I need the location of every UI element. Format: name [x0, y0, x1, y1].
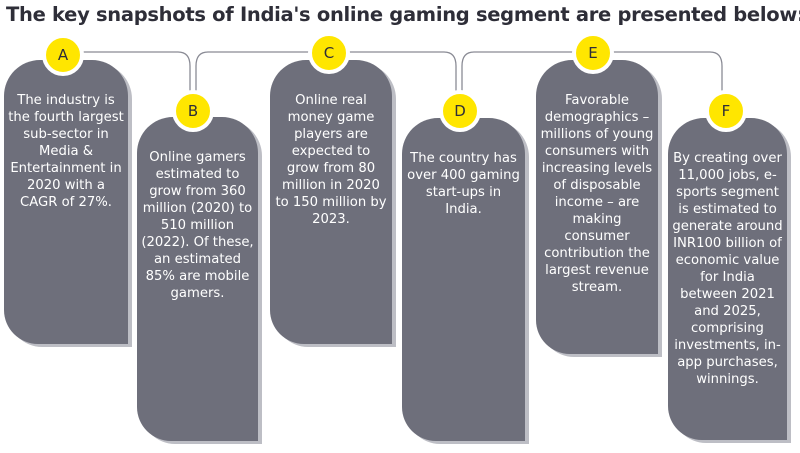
connector-d-e — [461, 51, 576, 92]
badge-f: F — [705, 90, 747, 132]
connector-b-c — [195, 51, 312, 92]
card-c: Online real money game players are expec… — [270, 60, 392, 344]
card-e: Favorable demographics – millions of you… — [536, 60, 658, 354]
card-c-text: Online real money game players are expec… — [275, 93, 387, 227]
card-d-text: The country has over 400 gaming start-up… — [407, 151, 520, 217]
badge-a: A — [42, 34, 84, 76]
card-f: By creating over 11,000 jobs, e-sports s… — [668, 118, 787, 440]
connector-e-f — [610, 51, 723, 92]
badge-e: E — [572, 32, 614, 74]
card-b: Online gamers estimated to grow from 360… — [137, 117, 258, 441]
card-b-text: Online gamers estimated to grow from 360… — [141, 150, 254, 301]
card-a: The industry is the fourth largest sub-s… — [4, 60, 128, 344]
card-d: The country has over 400 gaming start-up… — [402, 118, 525, 441]
badge-b: B — [172, 90, 214, 132]
page-title: The key snapshots of India's online gami… — [6, 3, 800, 26]
card-a-text: The industry is the fourth largest sub-s… — [8, 93, 124, 210]
connector-a-b — [80, 51, 191, 92]
card-e-text: Favorable demographics – millions of you… — [540, 93, 654, 295]
card-f-text: By creating over 11,000 jobs, e-sports s… — [672, 151, 783, 387]
connector-c-d — [346, 51, 457, 92]
badge-d: D — [439, 90, 481, 132]
badge-c: C — [308, 32, 350, 74]
